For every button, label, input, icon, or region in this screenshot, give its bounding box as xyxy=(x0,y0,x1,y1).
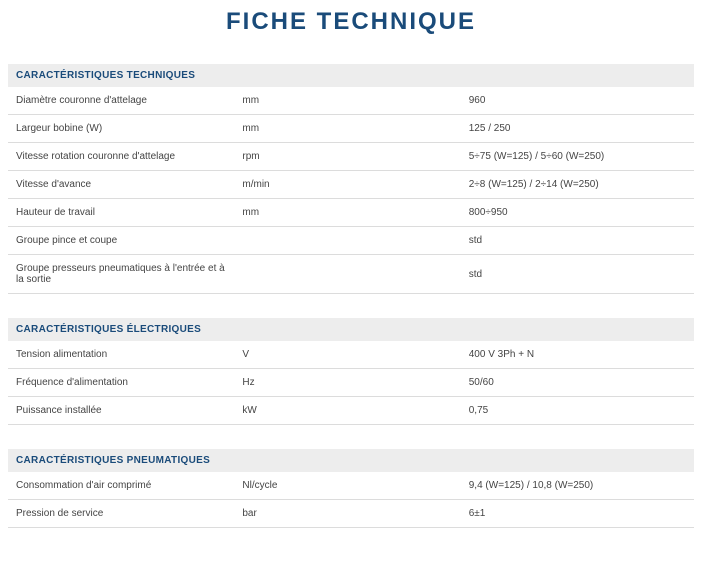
table-row: Tension alimentationV400 V 3Ph + N xyxy=(8,341,694,369)
spec-unit: mm xyxy=(234,199,460,227)
spec-value: std xyxy=(461,255,694,294)
spec-label: Tension alimentation xyxy=(8,341,234,369)
spec-unit: V xyxy=(234,341,460,369)
page-title: FICHE TECHNIQUE xyxy=(8,8,694,36)
spec-unit: kW xyxy=(234,397,460,425)
spec-label: Fréquence d'alimentation xyxy=(8,369,234,397)
table-row: Puissance installéekW0,75 xyxy=(8,397,694,425)
spec-section: CARACTÉRISTIQUES TECHNIQUESDiamètre cour… xyxy=(8,64,694,294)
spec-unit: Hz xyxy=(234,369,460,397)
spec-table: Diamètre couronne d'attelagemm960Largeur… xyxy=(8,87,694,294)
spec-value: 0,75 xyxy=(461,397,694,425)
spec-value: 6±1 xyxy=(461,500,694,528)
spec-label: Hauteur de travail xyxy=(8,199,234,227)
table-row: Diamètre couronne d'attelagemm960 xyxy=(8,87,694,115)
table-row: Hauteur de travailmm800÷950 xyxy=(8,199,694,227)
table-row: Consommation d'air compriméNl/cycle9,4 (… xyxy=(8,472,694,500)
table-row: Vitesse d'avancem/min2÷8 (W=125) / 2÷14 … xyxy=(8,171,694,199)
spec-unit: mm xyxy=(234,87,460,115)
spec-unit: mm xyxy=(234,115,460,143)
section-header: CARACTÉRISTIQUES PNEUMATIQUES xyxy=(8,449,694,472)
spec-label: Puissance installée xyxy=(8,397,234,425)
spec-unit xyxy=(234,255,460,294)
spec-value: 50/60 xyxy=(461,369,694,397)
spec-label: Groupe presseurs pneumatiques à l'entrée… xyxy=(8,255,234,294)
spec-label: Diamètre couronne d'attelage xyxy=(8,87,234,115)
spec-unit: m/min xyxy=(234,171,460,199)
spec-value: 400 V 3Ph + N xyxy=(461,341,694,369)
spec-label: Consommation d'air comprimé xyxy=(8,472,234,500)
table-row: Fréquence d'alimentationHz50/60 xyxy=(8,369,694,397)
spec-value: 125 / 250 xyxy=(461,115,694,143)
spec-sheet: FICHE TECHNIQUE CARACTÉRISTIQUES TECHNIQ… xyxy=(0,0,702,572)
spec-unit xyxy=(234,227,460,255)
spec-table: Tension alimentationV400 V 3Ph + NFréque… xyxy=(8,341,694,425)
spec-value: 800÷950 xyxy=(461,199,694,227)
spec-table: Consommation d'air compriméNl/cycle9,4 (… xyxy=(8,472,694,528)
spec-value: 2÷8 (W=125) / 2÷14 (W=250) xyxy=(461,171,694,199)
section-header: CARACTÉRISTIQUES ÉLECTRIQUES xyxy=(8,318,694,341)
spec-value: 9,4 (W=125) / 10,8 (W=250) xyxy=(461,472,694,500)
table-row: Largeur bobine (W)mm125 / 250 xyxy=(8,115,694,143)
sections-container: CARACTÉRISTIQUES TECHNIQUESDiamètre cour… xyxy=(8,64,694,528)
spec-section: CARACTÉRISTIQUES PNEUMATIQUESConsommatio… xyxy=(8,449,694,528)
spec-value: 960 xyxy=(461,87,694,115)
spec-unit: Nl/cycle xyxy=(234,472,460,500)
spec-value: std xyxy=(461,227,694,255)
spec-unit: rpm xyxy=(234,143,460,171)
spec-section: CARACTÉRISTIQUES ÉLECTRIQUESTension alim… xyxy=(8,318,694,425)
spec-label: Pression de service xyxy=(8,500,234,528)
table-row: Vitesse rotation couronne d'attelagerpm5… xyxy=(8,143,694,171)
spec-value: 5÷75 (W=125) / 5÷60 (W=250) xyxy=(461,143,694,171)
spec-label: Vitesse d'avance xyxy=(8,171,234,199)
spec-label: Groupe pince et coupe xyxy=(8,227,234,255)
spec-label: Largeur bobine (W) xyxy=(8,115,234,143)
table-row: Pression de servicebar6±1 xyxy=(8,500,694,528)
spec-label: Vitesse rotation couronne d'attelage xyxy=(8,143,234,171)
table-row: Groupe presseurs pneumatiques à l'entrée… xyxy=(8,255,694,294)
spec-unit: bar xyxy=(234,500,460,528)
section-header: CARACTÉRISTIQUES TECHNIQUES xyxy=(8,64,694,87)
table-row: Groupe pince et coupe std xyxy=(8,227,694,255)
